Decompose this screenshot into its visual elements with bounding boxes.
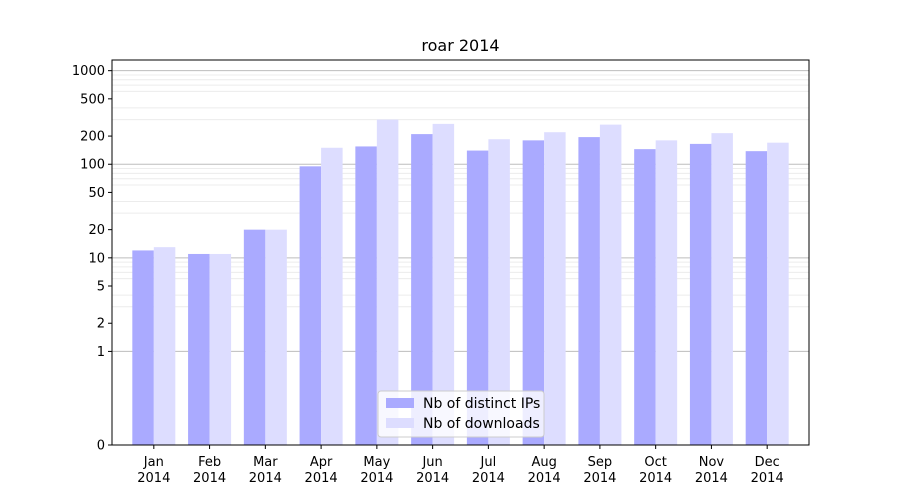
bar-downloads [767,142,789,445]
x-tick-label: Feb 2014 [193,455,226,486]
y-tick-label: 20 [88,223,105,238]
bar-distinct-ips [578,137,600,445]
bar-layer [132,119,789,446]
plot-frame [111,59,810,446]
bar-distinct-ips [634,149,656,445]
y-tick-label: 5 [97,280,105,295]
x-tick-label: Jul 2014 [472,455,505,486]
x-tick-label: Jan 2014 [137,455,170,486]
bar-distinct-ips [522,140,545,445]
y-axis: 0 1 2 5 10 20 50 100 200 500 1000 [72,64,112,454]
y-tick-label: 1 [97,345,105,360]
bar-distinct-ips [188,253,210,445]
y-tick-label: 0 [97,439,105,454]
bar-distinct-ips [466,150,489,445]
bar-downloads [544,132,566,445]
legend-label: Nb of distinct IPs [423,396,540,412]
x-tick-label: May 2014 [360,455,393,486]
x-tick-label: Oct 2014 [639,455,672,486]
x-tick-label: Mar 2014 [249,455,282,486]
legend-swatch [386,418,414,428]
bar-distinct-ips [132,250,154,445]
y-tick-label: 10 [88,251,105,266]
bar-distinct-ips [243,229,266,445]
bar-downloads [432,123,455,445]
bar-distinct-ips [689,143,712,445]
x-tick-label: Jun 2014 [416,455,449,486]
x-tick-label: Apr 2014 [305,455,338,486]
x-axis: Jan 2014 Feb 2014 Mar 2014 Apr 2014 May 2014 Jun 20… [137,445,784,486]
bar-distinct-ips [745,151,768,446]
y-tick-label: 2 [97,317,105,332]
y-tick-label: 100 [80,158,105,173]
bar-downloads [153,247,176,445]
legend: Nb of distinct IPs Nb of downloads [377,390,545,438]
bar-downloads [599,124,622,445]
bar-downloads [376,119,399,446]
bar-distinct-ips [299,166,322,445]
legend-label: Nb of downloads [423,416,540,432]
legend-swatch [386,398,414,408]
y-tick-label: 1000 [72,64,105,79]
legend-box [377,390,545,438]
bar-distinct-ips [411,134,433,446]
x-tick-label: Nov 2014 [695,455,728,486]
chart-title: roar 2014 [421,36,499,55]
x-tick-label: Sep 2014 [583,455,616,486]
bar-distinct-ips [355,146,377,446]
bar-downloads [711,133,733,446]
bar-downloads [321,147,343,445]
bar-downloads [209,253,232,445]
bar-downloads [655,140,678,445]
bar-downloads [265,229,287,445]
y-tick-label: 500 [80,92,105,107]
y-tick-label: 200 [80,130,105,145]
x-tick-label: Aug 2014 [528,455,561,486]
bar-downloads [488,139,510,445]
y-tick-label: 50 [88,186,105,201]
x-tick-label: Dec 2014 [751,455,784,486]
